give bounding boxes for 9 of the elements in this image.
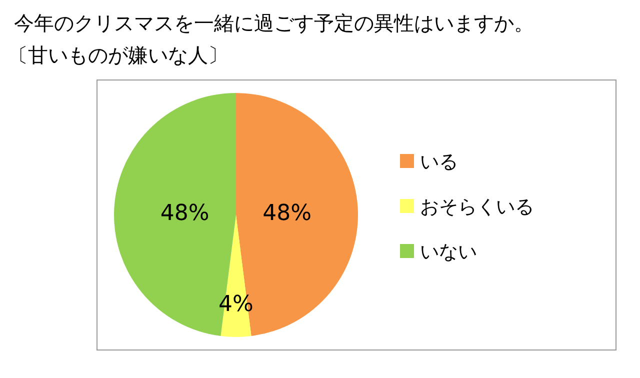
chart-title: 今年のクリスマスを一緒に過ごす予定の異性はいますか。: [14, 11, 534, 35]
data-label: 48%: [262, 200, 312, 226]
legend-label: いない: [420, 241, 477, 263]
pie-slice: [220, 215, 252, 337]
chart-subtitle: 〔甘いものが嫌いな人〕: [8, 43, 228, 67]
legend-label: おそらくいる: [420, 196, 534, 218]
data-label: 48%: [160, 200, 210, 226]
legend-label: いる: [420, 151, 458, 173]
data-label: 4%: [218, 292, 254, 317]
